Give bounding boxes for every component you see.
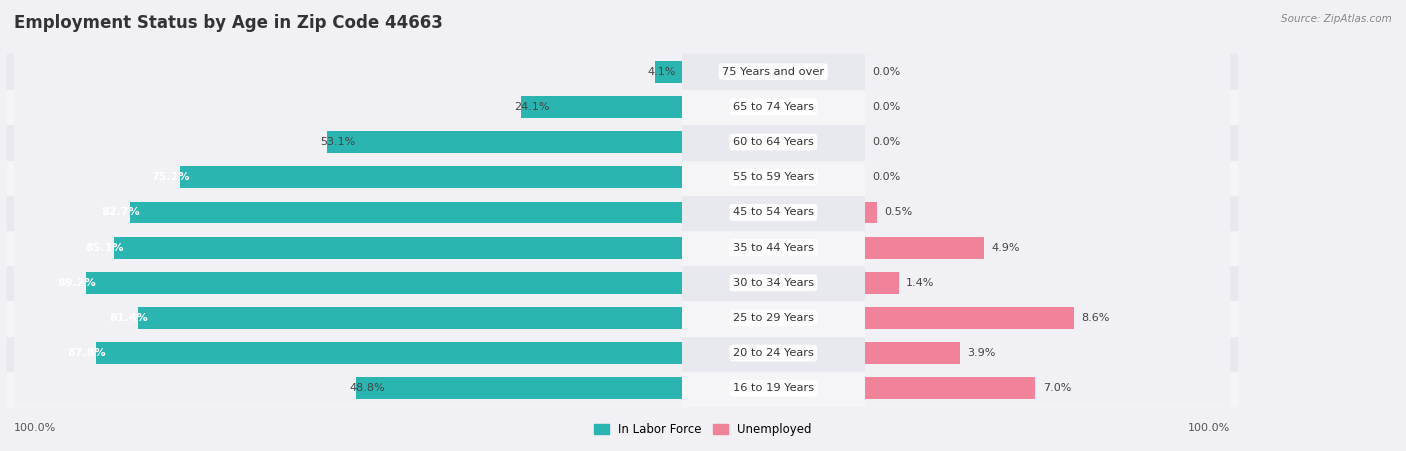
Bar bbox=[129, 202, 682, 223]
Text: 48.8%: 48.8% bbox=[349, 383, 385, 393]
Text: 55 to 59 Years: 55 to 59 Years bbox=[733, 172, 814, 182]
Legend: In Labor Force, Unemployed: In Labor Force, Unemployed bbox=[589, 418, 817, 441]
Text: 20 to 24 Years: 20 to 24 Years bbox=[733, 348, 814, 358]
Text: 0.0%: 0.0% bbox=[872, 67, 900, 77]
Text: 60 to 64 Years: 60 to 64 Years bbox=[733, 137, 814, 147]
Text: 45 to 54 Years: 45 to 54 Years bbox=[733, 207, 814, 217]
Text: 3.9%: 3.9% bbox=[967, 348, 995, 358]
Text: 0.0%: 0.0% bbox=[872, 172, 900, 182]
Text: 65 to 74 Years: 65 to 74 Years bbox=[733, 102, 814, 112]
Bar bbox=[180, 166, 682, 188]
Bar bbox=[114, 237, 682, 258]
Bar bbox=[865, 377, 1035, 399]
Text: 53.1%: 53.1% bbox=[321, 137, 356, 147]
Bar bbox=[865, 342, 960, 364]
Bar bbox=[356, 377, 682, 399]
Bar bbox=[96, 342, 682, 364]
Text: 4.1%: 4.1% bbox=[648, 67, 676, 77]
Text: 100.0%: 100.0% bbox=[1188, 423, 1230, 433]
Text: 0.0%: 0.0% bbox=[872, 102, 900, 112]
Text: 75.2%: 75.2% bbox=[152, 172, 190, 182]
Text: 85.1%: 85.1% bbox=[86, 243, 124, 253]
Bar bbox=[138, 307, 682, 329]
Text: 81.4%: 81.4% bbox=[110, 313, 148, 323]
Text: 0.0%: 0.0% bbox=[872, 137, 900, 147]
Bar bbox=[655, 61, 682, 83]
Text: 1.4%: 1.4% bbox=[905, 278, 935, 288]
Text: 8.6%: 8.6% bbox=[1081, 313, 1109, 323]
Text: 25 to 29 Years: 25 to 29 Years bbox=[733, 313, 814, 323]
Text: 16 to 19 Years: 16 to 19 Years bbox=[733, 383, 814, 393]
Text: 0.5%: 0.5% bbox=[884, 207, 912, 217]
Bar bbox=[865, 237, 984, 258]
Text: Source: ZipAtlas.com: Source: ZipAtlas.com bbox=[1281, 14, 1392, 23]
Bar bbox=[328, 131, 682, 153]
Text: 87.8%: 87.8% bbox=[67, 348, 105, 358]
Text: 82.7%: 82.7% bbox=[101, 207, 139, 217]
Bar bbox=[865, 272, 898, 294]
Text: 35 to 44 Years: 35 to 44 Years bbox=[733, 243, 814, 253]
Text: 24.1%: 24.1% bbox=[515, 102, 550, 112]
Bar bbox=[86, 272, 682, 294]
Text: 30 to 34 Years: 30 to 34 Years bbox=[733, 278, 814, 288]
Bar bbox=[865, 202, 877, 223]
Text: 75 Years and over: 75 Years and over bbox=[723, 67, 824, 77]
Text: Employment Status by Age in Zip Code 44663: Employment Status by Age in Zip Code 446… bbox=[14, 14, 443, 32]
Text: 4.9%: 4.9% bbox=[991, 243, 1019, 253]
Text: 100.0%: 100.0% bbox=[14, 423, 56, 433]
Text: 7.0%: 7.0% bbox=[1043, 383, 1071, 393]
Bar bbox=[522, 96, 682, 118]
Text: 89.2%: 89.2% bbox=[58, 278, 96, 288]
Bar bbox=[865, 307, 1074, 329]
